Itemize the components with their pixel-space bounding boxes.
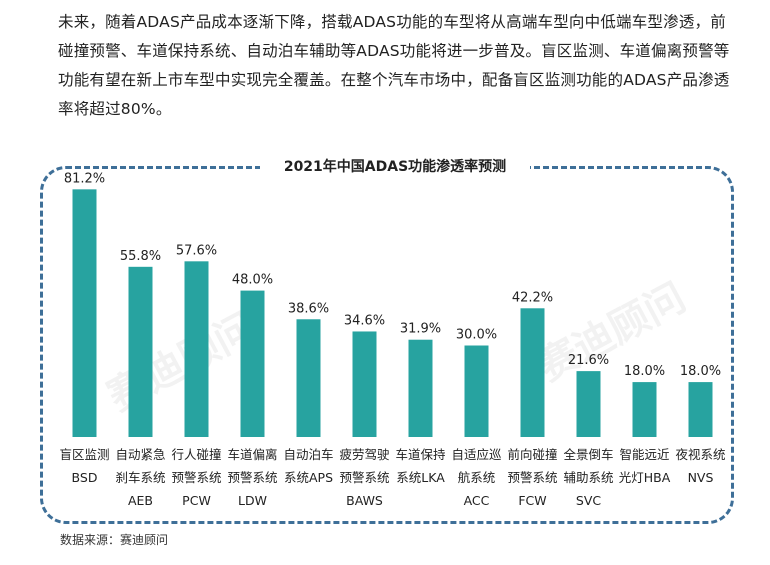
bar [520, 308, 545, 437]
category-label: 预警系统 [339, 470, 389, 485]
bar [408, 339, 433, 437]
category-label: 车道偏离 [227, 447, 277, 462]
category-label: 预警系统 [507, 470, 557, 485]
category-label: NVS [688, 470, 714, 485]
category-label: 预警系统 [171, 470, 221, 485]
data-label: 34.6% [344, 313, 385, 328]
data-label: 81.2% [64, 171, 105, 186]
category-label: LDW [238, 493, 267, 508]
data-label: 30.0% [456, 328, 497, 343]
bar [184, 261, 209, 437]
category-label: 预警系统 [227, 470, 277, 485]
data-label: 38.6% [288, 301, 329, 316]
category-label: AEB [128, 493, 153, 508]
category-label: 疲劳驾驶 [339, 447, 390, 462]
data-label: 18.0% [624, 364, 665, 379]
category-label: 系统LKA [396, 470, 445, 485]
category-label: 行人碰撞 [171, 447, 221, 462]
category-label: 系统APS [284, 470, 333, 485]
category-label: 自动紧急 [115, 447, 165, 462]
category-label: FCW [518, 493, 546, 508]
chart-title: 2021年中国ADAS功能渗透率预测 [260, 154, 530, 180]
data-label: 42.2% [512, 290, 553, 305]
data-source: 数据来源：赛迪顾问 [60, 533, 169, 547]
category-label: 全景倒车 [563, 447, 613, 462]
bar [296, 319, 321, 437]
bar [576, 371, 601, 437]
category-label: 夜视系统 [675, 447, 725, 462]
bar [72, 189, 97, 437]
category-label: 刹车系统 [115, 470, 165, 485]
category-label: 光灯HBA [619, 470, 671, 485]
intro-paragraph: 未来，随着ADAS产品成本逐渐下降，搭载ADAS功能的车型将从高端车型向中低端车… [58, 13, 730, 118]
bar [464, 345, 489, 437]
bar [352, 331, 377, 437]
category-label: 车道保持 [395, 447, 445, 462]
category-label: 辅助系统 [563, 470, 613, 485]
category-label: 盲区监测 [59, 447, 109, 462]
category-label: ACC [464, 493, 490, 508]
data-label: 31.9% [400, 322, 441, 337]
category-label: BAWS [346, 493, 383, 508]
bar [128, 266, 153, 437]
data-label: 57.6% [176, 243, 217, 258]
category-label: 自动泊车 [283, 447, 333, 462]
data-label: 21.6% [568, 353, 609, 368]
category-label: 航系统 [458, 470, 496, 485]
data-label: 48.0% [232, 273, 273, 288]
category-label: 自适应巡 [451, 447, 502, 462]
data-label: 55.8% [120, 249, 161, 264]
category-label: 前向碰撞 [507, 447, 557, 462]
category-label: SVC [576, 493, 601, 508]
category-label: PCW [182, 493, 211, 508]
data-label: 18.0% [680, 364, 721, 379]
category-label: BSD [72, 470, 98, 485]
bar [688, 382, 713, 437]
bar [240, 290, 265, 437]
bar [632, 382, 657, 437]
category-label: 智能远近 [619, 447, 670, 462]
